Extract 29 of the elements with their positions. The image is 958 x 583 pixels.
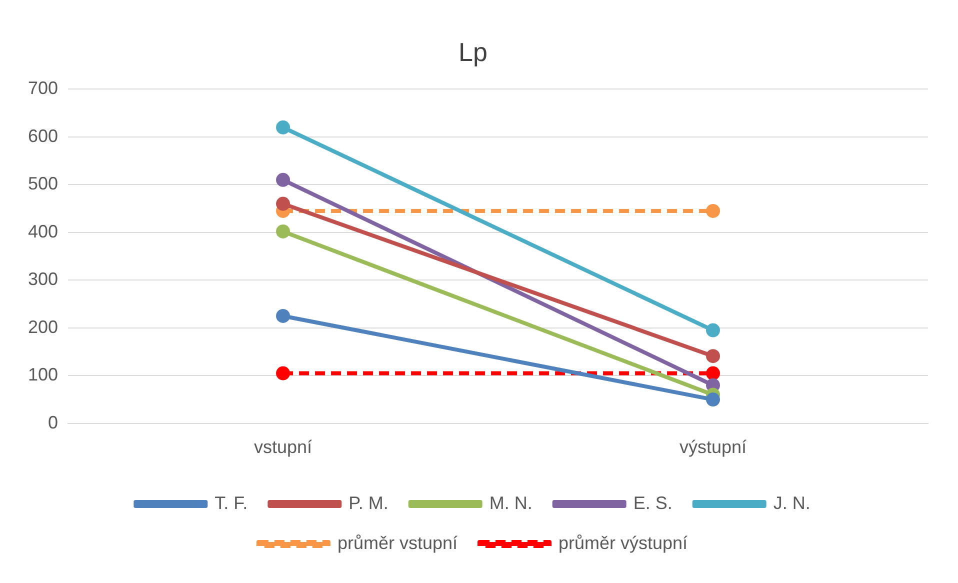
y-tick-label: 700 — [28, 78, 58, 98]
point — [276, 308, 290, 323]
y-tick-label: 100 — [28, 364, 58, 385]
legend-label: P. M. — [348, 492, 388, 513]
y-tick-label: 500 — [28, 174, 58, 194]
point — [706, 204, 720, 218]
point — [276, 196, 290, 211]
x-tick-label: vstupní — [254, 437, 312, 458]
point — [706, 366, 720, 380]
y-tick-label: 400 — [28, 221, 58, 242]
point — [276, 172, 290, 187]
legend-label: J. N. — [773, 492, 810, 513]
legend-label: průměr vstupní — [337, 532, 458, 553]
point — [706, 392, 720, 407]
point — [276, 224, 290, 238]
y-tick-label: 0 — [48, 412, 58, 432]
y-tick-label: 200 — [28, 316, 58, 337]
legend-label: E. S. — [633, 492, 672, 513]
point — [706, 323, 720, 338]
chart-title: Lp — [458, 36, 488, 67]
legend-label: průměr výstupní — [558, 532, 688, 553]
point — [276, 366, 290, 380]
point — [276, 120, 290, 134]
legend-label: T. F. — [214, 492, 248, 513]
point — [706, 349, 720, 364]
y-tick-label: 600 — [28, 126, 58, 146]
x-tick-label: výstupní — [679, 437, 747, 458]
y-tick-label: 300 — [28, 269, 58, 290]
legend-label: M. N. — [489, 492, 532, 513]
